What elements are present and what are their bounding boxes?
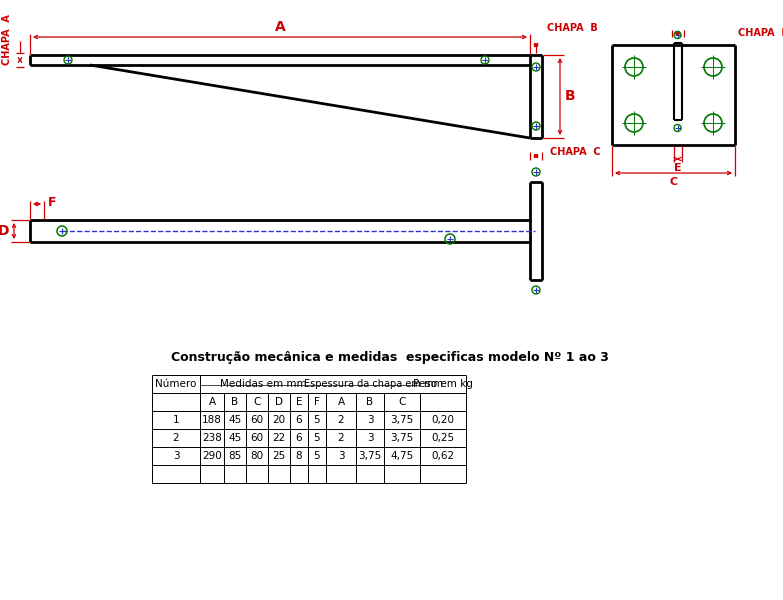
Text: 45: 45 <box>229 415 242 425</box>
Text: A: A <box>208 397 215 407</box>
Text: B: B <box>232 397 239 407</box>
Text: 80: 80 <box>251 451 264 461</box>
Text: 3: 3 <box>173 451 179 461</box>
Text: 25: 25 <box>272 451 286 461</box>
Text: Espessura da chapa em mm: Espessura da chapa em mm <box>304 379 442 389</box>
Text: 22: 22 <box>272 433 286 443</box>
Text: 3,75: 3,75 <box>391 415 413 425</box>
Text: 3: 3 <box>366 433 373 443</box>
Text: D: D <box>0 224 9 238</box>
Text: B: B <box>366 397 373 407</box>
Text: Medidas em mm: Medidas em mm <box>220 379 306 389</box>
Text: C: C <box>669 177 677 187</box>
Text: 0,25: 0,25 <box>431 433 455 443</box>
Text: 2: 2 <box>173 433 179 443</box>
Text: 3,75: 3,75 <box>359 451 381 461</box>
Text: CHAPA  C: CHAPA C <box>550 147 601 157</box>
Text: 290: 290 <box>202 451 222 461</box>
Text: C: C <box>254 397 261 407</box>
Text: F: F <box>48 196 56 209</box>
Text: 45: 45 <box>229 433 242 443</box>
Text: 3: 3 <box>337 451 345 461</box>
Text: 2: 2 <box>337 415 345 425</box>
Text: 6: 6 <box>296 433 302 443</box>
Text: Construção mecânica e medidas  especificas modelo Nº 1 ao 3: Construção mecânica e medidas especifica… <box>171 352 609 364</box>
Text: 20: 20 <box>272 415 286 425</box>
Text: 5: 5 <box>314 433 320 443</box>
Text: CHAPA  B: CHAPA B <box>738 28 783 38</box>
Text: C: C <box>399 397 406 407</box>
Text: 3: 3 <box>366 415 373 425</box>
Text: 188: 188 <box>202 415 222 425</box>
Text: 8: 8 <box>296 451 302 461</box>
Text: B: B <box>565 89 576 103</box>
Text: 4,75: 4,75 <box>391 451 413 461</box>
Text: Número: Número <box>155 379 197 389</box>
Text: A: A <box>337 397 345 407</box>
Text: 3,75: 3,75 <box>391 433 413 443</box>
Text: F: F <box>314 397 320 407</box>
Text: 6: 6 <box>296 415 302 425</box>
Text: 2: 2 <box>337 433 345 443</box>
Text: 0,62: 0,62 <box>431 451 455 461</box>
Text: CHAPA  B: CHAPA B <box>547 23 597 33</box>
Text: 60: 60 <box>251 415 264 425</box>
Text: 5: 5 <box>314 415 320 425</box>
Text: 1: 1 <box>173 415 179 425</box>
Text: E: E <box>296 397 302 407</box>
Text: 60: 60 <box>251 433 264 443</box>
Text: D: D <box>275 397 283 407</box>
Text: E: E <box>673 163 681 173</box>
Text: A: A <box>275 20 285 34</box>
Text: 238: 238 <box>202 433 222 443</box>
Text: 85: 85 <box>229 451 242 461</box>
Text: CHAPA  A: CHAPA A <box>2 14 12 65</box>
Text: 0,20: 0,20 <box>431 415 454 425</box>
Text: 5: 5 <box>314 451 320 461</box>
Text: Peso em kg: Peso em kg <box>413 379 473 389</box>
